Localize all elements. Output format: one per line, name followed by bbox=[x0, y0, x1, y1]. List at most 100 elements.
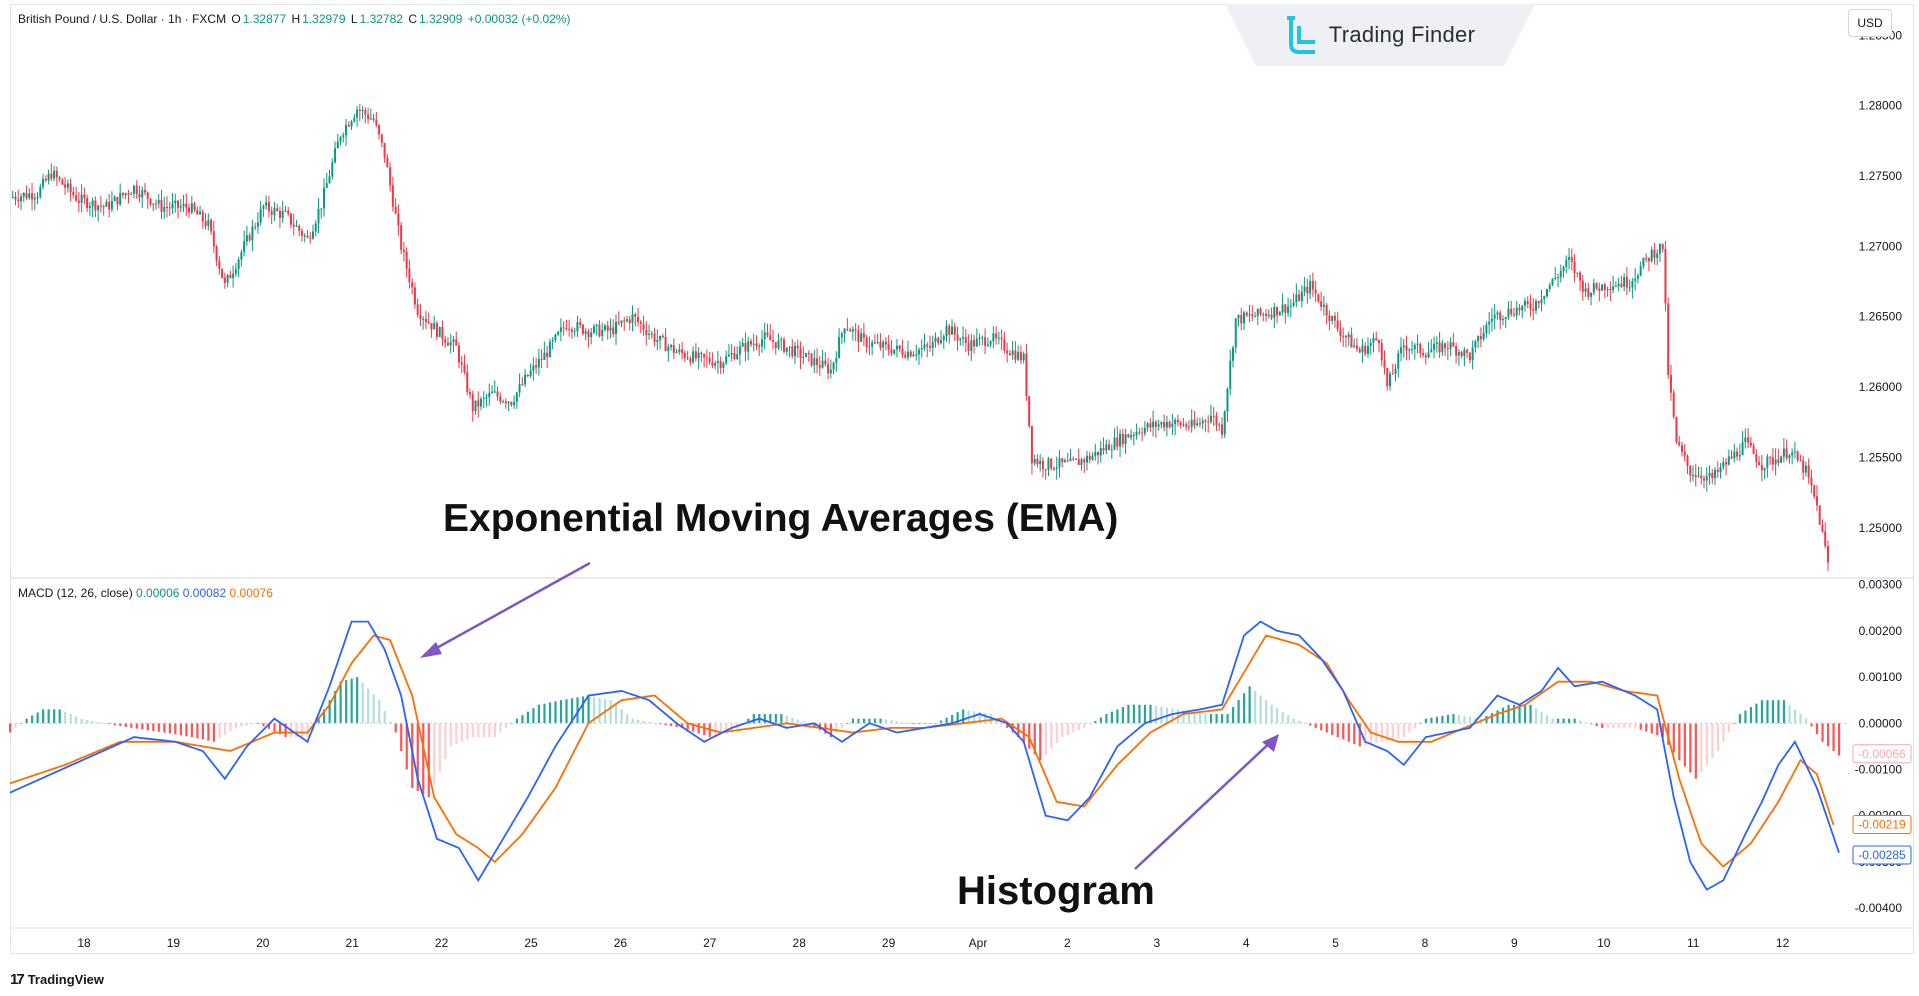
candle-body bbox=[1592, 283, 1595, 293]
histogram-bar bbox=[631, 718, 634, 724]
price-y-tick: 1.25000 bbox=[1859, 521, 1903, 535]
candle-body bbox=[1612, 286, 1615, 290]
histogram-bar bbox=[102, 723, 105, 725]
candle-body bbox=[1097, 451, 1100, 456]
candle-body bbox=[303, 235, 306, 237]
histogram-bar bbox=[1231, 707, 1235, 724]
candle-body bbox=[394, 206, 397, 214]
histogram-bar bbox=[471, 723, 474, 738]
candle-body bbox=[61, 179, 64, 185]
tradingview-name: TradingView bbox=[27, 972, 105, 987]
tradingview-logo[interactable]: 17 TradingView bbox=[10, 971, 104, 988]
histogram-bar bbox=[1672, 723, 1675, 753]
candle-body bbox=[601, 329, 604, 337]
currency-button[interactable]: USD bbox=[1848, 9, 1892, 37]
histogram-bar bbox=[532, 708, 535, 724]
histogram-bar bbox=[295, 723, 298, 738]
candle-body bbox=[1207, 421, 1210, 423]
histogram-bar bbox=[1661, 723, 1664, 738]
candle-body bbox=[1457, 352, 1460, 356]
candle-body bbox=[311, 231, 314, 239]
candle-body bbox=[1386, 367, 1389, 387]
histogram-bar bbox=[1650, 723, 1653, 734]
histogram-bar bbox=[570, 698, 574, 724]
candle-body bbox=[1254, 316, 1257, 318]
histogram-bar bbox=[1182, 710, 1185, 724]
histogram-bar bbox=[780, 714, 783, 724]
histogram-bar bbox=[576, 697, 579, 724]
candle-body bbox=[259, 208, 262, 223]
high-value: 1.32979 bbox=[302, 12, 346, 26]
time-x-tick: 3 bbox=[1153, 936, 1160, 950]
histogram-bar bbox=[1606, 723, 1609, 728]
histogram-bar bbox=[747, 718, 750, 724]
histogram-bar bbox=[190, 723, 193, 738]
candle-body bbox=[1276, 306, 1279, 316]
histogram-bar bbox=[648, 722, 651, 724]
macd-line bbox=[9, 620, 1840, 891]
candle-body bbox=[722, 363, 725, 368]
candle-body bbox=[840, 333, 843, 338]
histogram-bar bbox=[763, 714, 766, 724]
histogram-bar bbox=[1733, 723, 1736, 725]
candle-body bbox=[791, 346, 794, 357]
histogram-bar bbox=[323, 709, 326, 724]
symbol-label[interactable]: British Pound / U.S. Dollar · 1h · FXCM bbox=[18, 12, 227, 26]
histogram-bar bbox=[1799, 714, 1802, 724]
candle-body bbox=[736, 354, 739, 359]
time-x-tick: 21 bbox=[346, 936, 360, 950]
candle-body bbox=[174, 200, 177, 204]
histogram-bar bbox=[1634, 723, 1637, 728]
histogram-bar bbox=[774, 714, 777, 724]
candle-body bbox=[634, 314, 637, 317]
candle-body bbox=[1110, 449, 1113, 451]
candle-body bbox=[378, 124, 381, 135]
histogram-bar bbox=[1353, 723, 1356, 745]
histogram-bar bbox=[1127, 704, 1130, 724]
candle-body bbox=[1705, 476, 1708, 481]
candle-body bbox=[1691, 475, 1694, 477]
candle-body bbox=[1499, 312, 1502, 320]
histogram-bar bbox=[1364, 723, 1367, 746]
candle-body bbox=[1041, 460, 1044, 470]
candle-body bbox=[1474, 341, 1477, 348]
candle-body bbox=[794, 345, 797, 357]
candle-body bbox=[402, 249, 405, 252]
candle-body bbox=[581, 324, 584, 334]
candle-body bbox=[1653, 249, 1656, 258]
candle-body bbox=[367, 114, 370, 120]
candle-body bbox=[1419, 343, 1422, 354]
candle-body bbox=[1000, 337, 1003, 340]
candle-body bbox=[422, 318, 425, 320]
candle-body bbox=[537, 358, 540, 368]
candle-body bbox=[518, 384, 521, 393]
candle-body bbox=[573, 331, 576, 333]
candle-body bbox=[127, 193, 130, 195]
histogram-bar bbox=[1716, 723, 1719, 751]
histogram-bar bbox=[697, 723, 700, 734]
candle-body bbox=[1033, 458, 1036, 464]
histogram-bar bbox=[1198, 713, 1202, 724]
histogram-bar bbox=[1452, 714, 1455, 724]
candle-body bbox=[11, 196, 14, 198]
histogram-bar bbox=[113, 723, 116, 726]
candle-body bbox=[1353, 345, 1356, 348]
candle-body bbox=[1680, 445, 1683, 452]
macd-title[interactable]: MACD (12, 26, close) bbox=[18, 586, 133, 600]
candle-body bbox=[1504, 317, 1507, 319]
candle-body bbox=[697, 352, 700, 359]
histogram-bar bbox=[389, 721, 392, 724]
histogram-bar bbox=[1722, 723, 1725, 742]
histogram-bar bbox=[1821, 723, 1824, 742]
candle-body bbox=[1074, 458, 1077, 460]
candle-body bbox=[229, 275, 232, 279]
candle-body bbox=[193, 203, 196, 210]
histogram-bar bbox=[119, 723, 122, 727]
candle-body bbox=[1430, 349, 1433, 353]
candle-body bbox=[951, 326, 954, 335]
candle-body bbox=[816, 358, 819, 366]
last-value-box bbox=[1852, 744, 1912, 764]
candle-body bbox=[1366, 346, 1369, 354]
histogram-bar bbox=[857, 718, 860, 724]
